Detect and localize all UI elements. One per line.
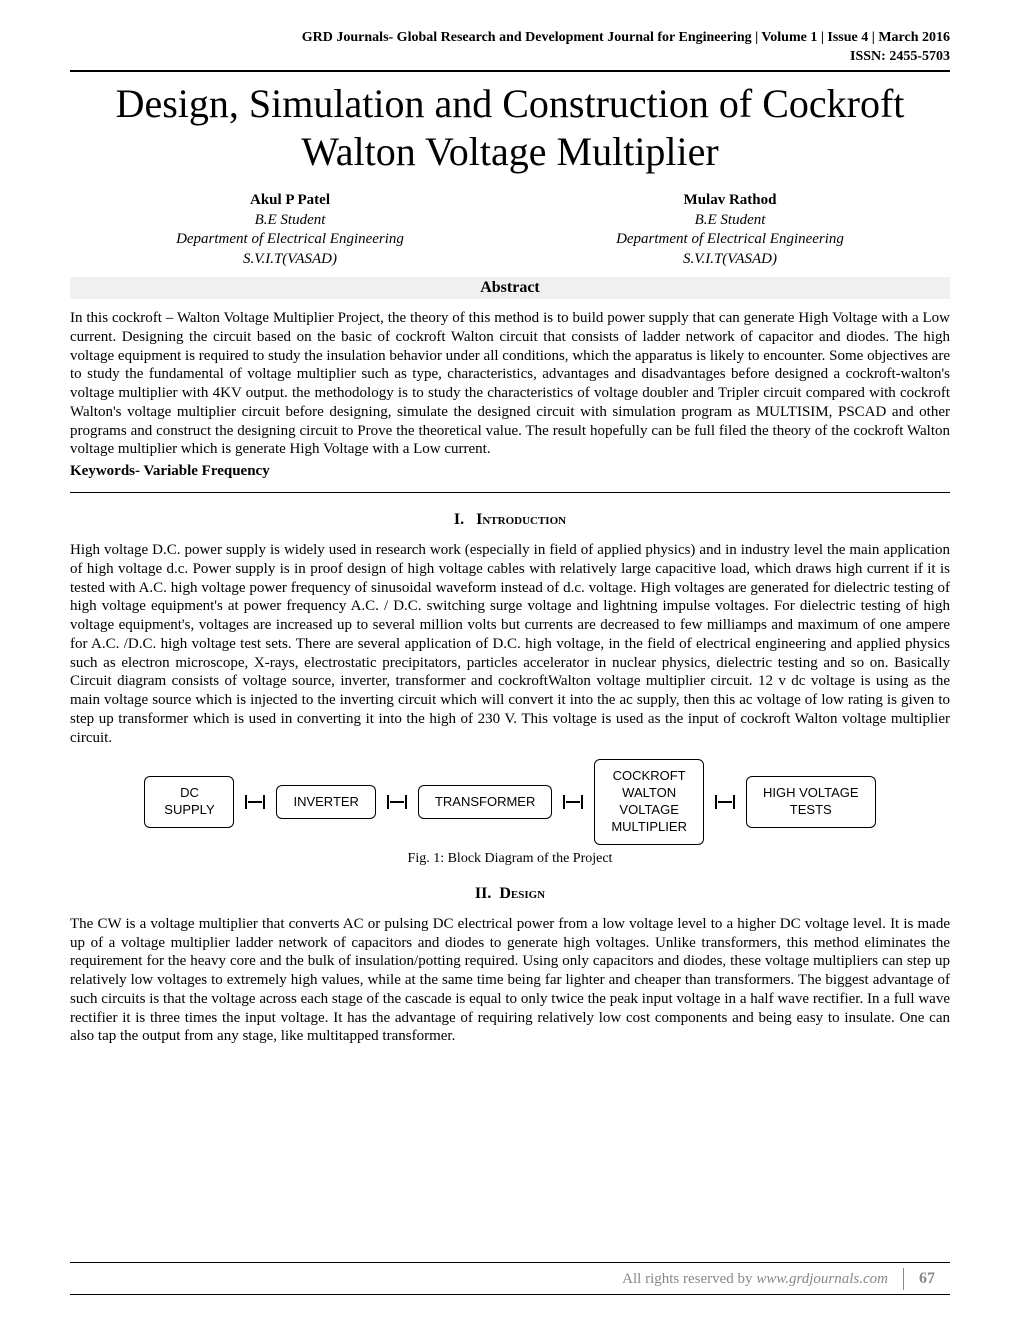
footer-rule-bottom [70, 1294, 950, 1295]
block-inverter: INVERTER [276, 785, 376, 820]
authors-row: Akul P Patel B.E Student Department of E… [70, 191, 950, 269]
block-transformer: TRANSFORMER [418, 785, 552, 820]
block-diagram: DCSUPPLY INVERTER TRANSFORMER COCKROFTWA… [70, 759, 950, 845]
page-number: 67 [903, 1268, 950, 1290]
footer-content: All rights reserved by www.grdjournals.c… [70, 1264, 950, 1294]
connector-1 [244, 797, 266, 807]
footer-rule-top [70, 1262, 950, 1263]
block-cw-multiplier: COCKROFTWALTONVOLTAGEMULTIPLIER [594, 759, 704, 845]
block-hv-tests: HIGH VOLTAGETESTS [746, 776, 876, 828]
abstract-text: In this cockroft – Walton Voltage Multip… [70, 309, 950, 459]
footer: All rights reserved by www.grdjournals.c… [70, 1262, 950, 1295]
block-dc-supply: DCSUPPLY [144, 776, 234, 828]
section-design-heading: II. Design [70, 885, 950, 903]
section-design-num: II. [475, 885, 491, 902]
author-1-role: B.E Student [176, 211, 404, 231]
section-intro-num: I. [454, 511, 464, 528]
author-1-inst: S.V.I.T(VASAD) [176, 250, 404, 270]
connector-3 [562, 797, 584, 807]
footer-url: www.grdjournals.com [756, 1271, 888, 1287]
keywords: Keywords- Variable Frequency [70, 463, 950, 480]
figure-1-caption: Fig. 1: Block Diagram of the Project [70, 851, 950, 867]
section-intro-heading: I. Introduction [70, 511, 950, 529]
author-block-2: Mulav Rathod B.E Student Department of E… [616, 191, 844, 269]
author-block-1: Akul P Patel B.E Student Department of E… [176, 191, 404, 269]
author-2-inst: S.V.I.T(VASAD) [616, 250, 844, 270]
journal-header: GRD Journals- Global Research and Develo… [70, 30, 950, 46]
section-intro-title: Introduction [476, 511, 566, 528]
connector-2 [386, 797, 408, 807]
author-1-name: Akul P Patel [176, 191, 404, 211]
author-1-dept: Department of Electrical Engineering [176, 230, 404, 250]
abstract-end-rule [70, 492, 950, 493]
section-design-title: Design [499, 885, 545, 902]
paper-title: Design, Simulation and Construction of C… [70, 80, 950, 176]
issn-label: ISSN: 2455-5703 [70, 49, 950, 65]
footer-rights-text: All rights reserved by www.grdjournals.c… [622, 1271, 888, 1288]
author-2-name: Mulav Rathod [616, 191, 844, 211]
intro-text: High voltage D.C. power supply is widely… [70, 541, 950, 747]
author-2-dept: Department of Electrical Engineering [616, 230, 844, 250]
connector-4 [714, 797, 736, 807]
abstract-heading: Abstract [70, 277, 950, 299]
header-rule [70, 70, 950, 72]
design-text: The CW is a voltage multiplier that conv… [70, 915, 950, 1046]
author-2-role: B.E Student [616, 211, 844, 231]
